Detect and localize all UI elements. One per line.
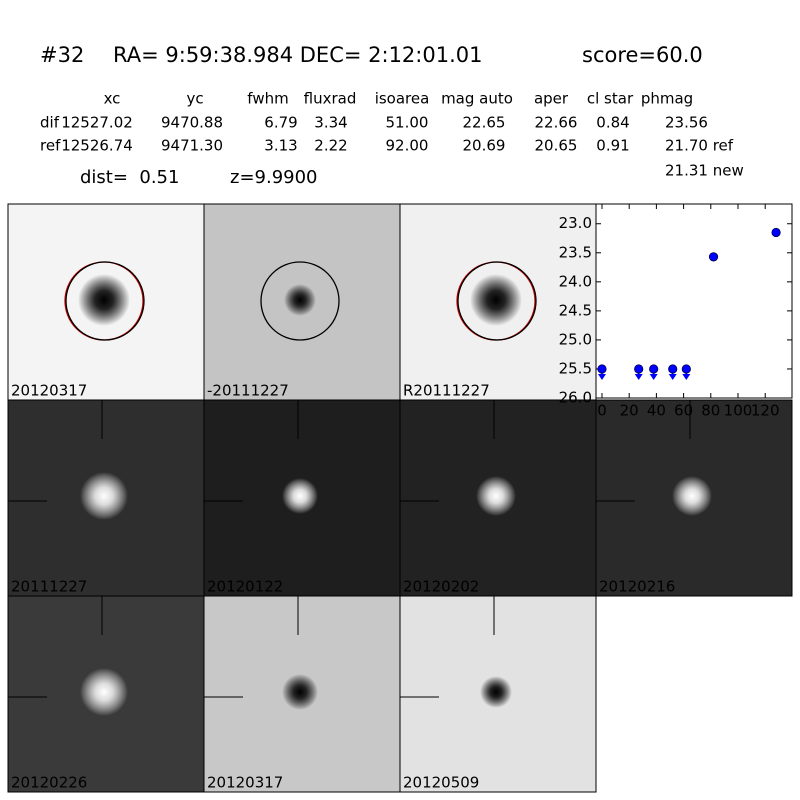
column-header: yc	[186, 90, 203, 108]
aperture	[65, 261, 145, 341]
column-header: xc	[104, 90, 121, 108]
table-cell: 12526.74	[61, 137, 133, 155]
score: score=60.0	[582, 43, 703, 67]
source	[282, 674, 318, 710]
table-cell: 9470.88	[161, 114, 223, 132]
table-cell: 6.79	[264, 114, 297, 132]
data-point	[649, 364, 659, 374]
y-tick-label: 24.0	[559, 272, 592, 290]
upper-limit-arrow	[597, 373, 606, 380]
stamp-label: 20120216	[599, 578, 675, 596]
upper-limit-arrow	[668, 373, 677, 380]
candidate-id: #32	[40, 43, 84, 67]
column-header: phmag	[641, 90, 693, 108]
source	[80, 472, 128, 520]
table-cell: 22.66	[535, 114, 578, 132]
stamp-label: 20120509	[403, 774, 479, 792]
data-point	[681, 364, 691, 374]
upper-limit-arrow	[682, 373, 691, 380]
source	[284, 284, 316, 316]
x-tick-label: 60	[674, 402, 693, 420]
table-cell: 0.91	[596, 137, 629, 155]
source	[672, 476, 712, 516]
x-tick-label: 120	[751, 402, 780, 420]
source	[78, 274, 130, 326]
column-header: fwhm	[247, 90, 288, 108]
stamp-label: 20120317	[207, 774, 283, 792]
stamp-label: 20120317	[11, 382, 87, 400]
data-point	[597, 364, 607, 374]
redshift: z=9.9900	[230, 167, 318, 188]
y-tick-label: 26.0	[559, 389, 592, 407]
data-point	[708, 252, 719, 262]
data-point	[668, 364, 678, 374]
x-tick-label: 20	[620, 402, 639, 420]
dist: dist= 0.51	[80, 167, 179, 188]
y-tick-label: 25.5	[559, 359, 592, 377]
table-cell: 12527.02	[61, 114, 133, 132]
table-cell: 21.70 ref	[665, 137, 734, 155]
table-cell: 92.00	[386, 137, 429, 155]
table-cell: 20.65	[535, 137, 578, 155]
x-tick-label: 100	[724, 402, 753, 420]
stamp-label: 20120226	[11, 774, 87, 792]
y-tick-label: 25.0	[559, 330, 592, 348]
plot-area	[595, 203, 793, 399]
column-header: aper	[534, 90, 569, 108]
aperture	[260, 261, 340, 341]
light-curve: 23.0 23.5 24.0 24.5 25.0 25.5 26.0 0 20 40 60 80 100…	[559, 203, 793, 420]
coordinates: RA= 9:59:38.984 DEC= 2:12:01.01	[113, 43, 483, 67]
table-cell: 0.84	[596, 114, 629, 132]
column-header: fluxrad	[304, 90, 357, 108]
y-tick-label: 23.5	[559, 243, 592, 261]
stamp-label: 20120122	[207, 578, 283, 596]
upper-limit-arrow	[649, 373, 658, 380]
x-tick-label: 0	[597, 402, 607, 420]
column-header: cl star	[587, 90, 634, 108]
table-cell: 51.00	[386, 114, 429, 132]
x-tick-label: 80	[701, 402, 720, 420]
stamp-label: -20111227	[207, 382, 289, 400]
table-cell: 3.13	[264, 137, 297, 155]
data-point	[634, 364, 644, 374]
aperture	[457, 261, 537, 341]
row-label: dif	[40, 114, 60, 132]
x-tick-label: 40	[647, 402, 666, 420]
table-cell: 22.65	[463, 114, 506, 132]
table-cell: 2.22	[314, 137, 347, 155]
y-tick-label: 23.0	[559, 214, 592, 232]
source	[282, 478, 318, 514]
y-tick-label: 24.5	[559, 301, 592, 319]
table-cell: 23.56	[665, 114, 708, 132]
source	[480, 676, 512, 708]
table-cell: 20.69	[463, 137, 506, 155]
source	[80, 668, 128, 716]
stamp-label: R20111227	[403, 382, 490, 400]
data-point	[771, 227, 781, 238]
table-cell: 3.34	[314, 114, 347, 132]
row-label: ref	[40, 137, 61, 155]
upper-limit-arrow	[634, 373, 643, 380]
phmag-new: 21.31 new	[665, 162, 744, 180]
stamp-label: 20120202	[403, 578, 479, 596]
source	[470, 274, 522, 326]
column-header: isoarea	[375, 90, 430, 108]
stamp-label: 20111227	[11, 578, 87, 596]
source	[476, 476, 516, 516]
column-header: mag auto	[441, 90, 513, 108]
table-cell: 9471.30	[161, 137, 223, 155]
